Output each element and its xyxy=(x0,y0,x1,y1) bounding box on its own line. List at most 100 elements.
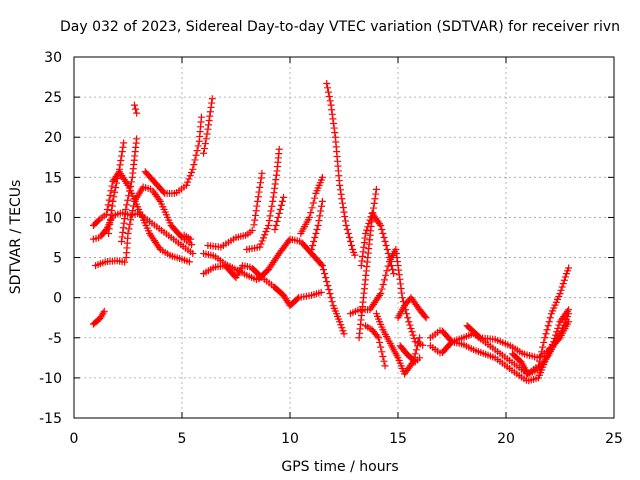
x-axis-label: GPS time / hours xyxy=(281,459,398,475)
data-point xyxy=(341,213,349,221)
data-point xyxy=(192,151,200,159)
data-point xyxy=(339,199,347,207)
data-point xyxy=(351,251,359,259)
data-point xyxy=(190,161,198,169)
data-point xyxy=(327,294,335,302)
y-tick-label: 15 xyxy=(44,170,62,186)
data-point xyxy=(318,262,326,270)
data-point xyxy=(268,202,276,210)
data-point xyxy=(202,135,210,143)
data-point xyxy=(248,226,256,234)
data-point xyxy=(261,231,269,239)
data-point xyxy=(323,278,331,286)
data-point xyxy=(265,217,273,225)
data-point xyxy=(269,197,277,205)
data-point xyxy=(539,343,547,351)
data-point xyxy=(544,322,552,330)
data-point xyxy=(118,152,126,160)
data-point xyxy=(126,220,134,228)
data-point xyxy=(272,171,280,179)
data-point xyxy=(106,220,114,228)
data-point xyxy=(206,112,214,120)
data-point xyxy=(545,318,553,326)
data-point xyxy=(121,210,129,218)
data-point xyxy=(327,101,335,109)
data-point xyxy=(565,264,573,272)
data-point xyxy=(416,354,424,362)
data-point xyxy=(343,225,351,233)
data-point xyxy=(258,169,266,177)
plot-frame xyxy=(73,56,615,419)
data-point xyxy=(361,234,369,242)
data-point xyxy=(118,148,126,156)
data-point xyxy=(251,211,259,219)
data-point xyxy=(396,280,404,288)
data-point xyxy=(317,207,325,215)
data-point xyxy=(322,274,330,282)
data-series-s09 xyxy=(200,95,216,157)
data-point xyxy=(559,280,567,288)
data-point xyxy=(253,202,261,210)
data-point xyxy=(200,149,208,157)
data-point xyxy=(115,165,123,173)
data-point xyxy=(318,197,326,205)
data-point xyxy=(410,334,418,342)
data-point xyxy=(119,224,127,232)
data-point xyxy=(316,212,324,220)
y-tick-label: 10 xyxy=(44,210,62,226)
data-point xyxy=(112,184,120,192)
data-point xyxy=(204,125,212,133)
data-point xyxy=(160,188,168,196)
data-point xyxy=(252,207,260,215)
data-point xyxy=(305,213,313,221)
data-point xyxy=(360,243,368,251)
data-point xyxy=(416,334,424,342)
data-series-s19 xyxy=(318,262,348,338)
data-point xyxy=(317,260,325,268)
data-point xyxy=(326,290,334,298)
data-point xyxy=(121,258,129,266)
y-tick-label: -15 xyxy=(39,411,62,427)
data-point xyxy=(270,189,278,197)
data-point xyxy=(326,97,334,105)
data-point xyxy=(328,106,336,114)
data-point xyxy=(336,318,344,326)
data-point xyxy=(378,285,386,293)
data-point xyxy=(201,140,209,148)
data-point xyxy=(382,242,390,250)
data-point xyxy=(285,237,293,245)
data-point xyxy=(407,324,415,332)
data-point xyxy=(100,307,108,315)
data-point xyxy=(366,216,374,224)
data-point xyxy=(330,124,338,132)
data-point xyxy=(197,113,205,121)
data-point xyxy=(375,220,383,228)
data-point xyxy=(380,234,388,241)
data-point xyxy=(272,221,280,229)
data-point xyxy=(273,217,281,225)
data-point xyxy=(124,229,132,237)
data-point xyxy=(358,257,366,265)
data-point xyxy=(203,130,211,138)
data-point xyxy=(105,196,113,204)
data-point xyxy=(373,332,381,340)
data-point xyxy=(329,115,337,123)
data-point xyxy=(394,262,402,270)
data-point xyxy=(182,181,190,189)
data-series-s25 xyxy=(394,294,430,322)
data-point xyxy=(205,121,213,129)
data-point xyxy=(330,119,338,127)
data-point xyxy=(127,178,135,186)
data-point xyxy=(185,175,193,183)
data-point xyxy=(155,196,163,204)
data-point xyxy=(345,234,353,241)
data-point xyxy=(557,286,565,294)
data-point xyxy=(405,318,413,326)
data-point xyxy=(185,258,193,266)
data-point xyxy=(565,310,573,318)
data-point xyxy=(381,238,389,246)
data-point xyxy=(336,181,344,189)
data-point xyxy=(256,179,264,187)
data-point xyxy=(130,101,138,109)
data-point xyxy=(388,262,396,270)
